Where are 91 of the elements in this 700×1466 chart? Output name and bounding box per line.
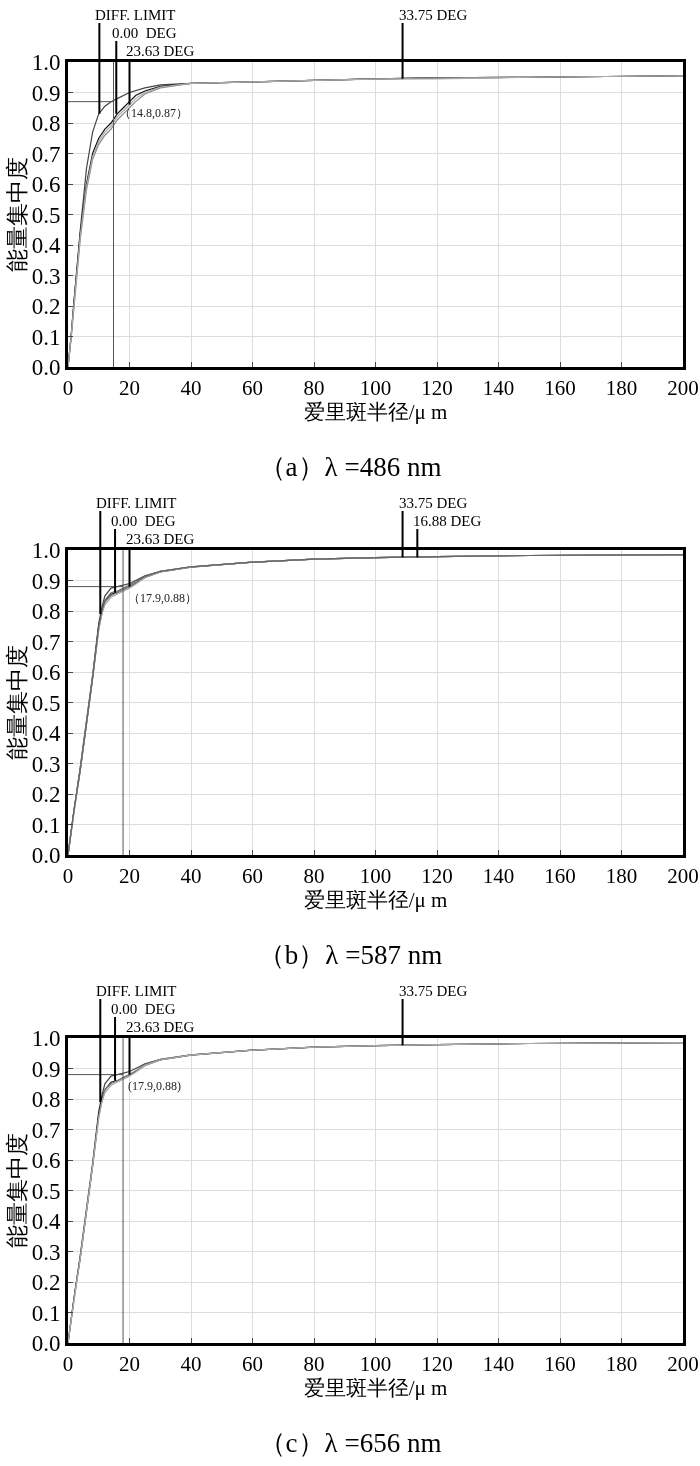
x-tick-label: 180 <box>605 864 638 889</box>
y-tick-label: 0.5 <box>31 690 61 716</box>
annotation: 16.88 DEG <box>413 513 482 529</box>
y-axis-title: 能量集中度 <box>5 1133 31 1248</box>
ref-line-label: (17.9,0.88) <box>128 1079 181 1093</box>
annotation: 0.00 DEG <box>111 1001 176 1017</box>
y-tick-label: 0.9 <box>31 80 61 106</box>
y-tick-label: 0.8 <box>31 1087 61 1113</box>
y-tick-label: 0.0 <box>31 355 61 381</box>
x-tick-label: 120 <box>421 1352 453 1377</box>
x-tick-label: 140 <box>482 376 515 401</box>
y-tick-label: 0.4 <box>31 233 61 259</box>
y-tick-label: 0.9 <box>31 1056 61 1082</box>
y-tick-label: 0.0 <box>31 843 61 869</box>
text: （c）λ =656 nm <box>258 1428 442 1458</box>
x-axis-title: 爱里斑半径/μ m <box>303 888 448 913</box>
y-axis-title: 能量集中度 <box>5 157 31 272</box>
x-tick-label: 20 <box>119 1352 140 1377</box>
y-tick-label: 0.1 <box>31 324 61 350</box>
x-tick-label: 140 <box>482 1352 515 1377</box>
x-tick-label: 0 <box>62 864 74 889</box>
y-tick-label: 0.3 <box>31 263 61 289</box>
y-tick-label: 1.0 <box>31 50 61 76</box>
x-tick-label: 200 <box>667 376 699 401</box>
y-tick-label: 0.1 <box>31 812 61 838</box>
x-tick-label: 40 <box>180 1352 202 1377</box>
y-axis-title: 能量集中度 <box>5 645 31 760</box>
annotation: 33.75 DEG <box>399 495 468 511</box>
y-tick-label: 0.8 <box>31 599 61 625</box>
x-tick-label: 200 <box>667 864 699 889</box>
annotation: 23.63 DEG <box>126 1019 195 1035</box>
x-tick-label: 160 <box>544 376 576 401</box>
x-tick-label: 40 <box>180 864 202 889</box>
y-tick-label: 0.6 <box>31 1148 61 1174</box>
x-tick-label: 200 <box>667 1352 699 1377</box>
x-tick-label: 120 <box>421 864 453 889</box>
x-tick-label: 60 <box>242 1352 263 1377</box>
annotation: 33.75 DEG <box>399 983 468 999</box>
y-tick-label: 0.0 <box>31 1331 61 1357</box>
y-tick-label: 0.2 <box>31 294 61 320</box>
x-tick-label: 100 <box>359 1352 392 1377</box>
annotation: 0.00 DEG <box>112 25 177 41</box>
y-tick-label: 0.3 <box>31 1239 61 1265</box>
x-tick-label: 80 <box>303 864 325 889</box>
y-tick-label: 0.2 <box>31 1270 61 1296</box>
annotation: 23.63 DEG <box>126 43 195 59</box>
y-tick-label: 0.5 <box>31 1178 61 1204</box>
annotation: 0.00 DEG <box>111 513 176 529</box>
x-tick-label: 60 <box>242 376 263 401</box>
y-tick-label: 0.6 <box>31 660 61 686</box>
ref-line-label: （17.9,0.88） <box>128 591 197 605</box>
y-tick-label: 0.7 <box>31 141 61 167</box>
y-tick-label: 0.7 <box>31 1117 61 1143</box>
x-tick-label: 160 <box>544 1352 576 1377</box>
y-tick-label: 0.1 <box>31 1300 61 1326</box>
x-tick-label: 40 <box>180 376 202 401</box>
y-tick-label: 1.0 <box>31 1026 61 1052</box>
annotation: DIFF. LIMIT <box>96 983 177 999</box>
y-tick-label: 0.6 <box>31 172 61 198</box>
annotation: DIFF. LIMIT <box>95 7 176 23</box>
x-tick-label: 100 <box>359 376 392 401</box>
x-tick-label: 160 <box>544 864 576 889</box>
y-tick-label: 0.8 <box>31 111 61 137</box>
x-tick-label: 20 <box>119 864 140 889</box>
annotation: 23.63 DEG <box>126 531 195 547</box>
y-tick-label: 0.2 <box>31 782 61 808</box>
x-axis-title: 爱里斑半径/μ m <box>303 1376 448 1401</box>
x-tick-label: 180 <box>605 376 638 401</box>
y-tick-label: 0.7 <box>31 629 61 655</box>
annotation: DIFF. LIMIT <box>96 495 177 511</box>
x-tick-label: 0 <box>62 1352 74 1377</box>
x-tick-label: 120 <box>421 376 453 401</box>
annotation: 33.75 DEG <box>399 7 468 23</box>
x-tick-label: 180 <box>605 1352 638 1377</box>
x-tick-label: 20 <box>119 376 140 401</box>
x-axis-title: 爱里斑半径/μ m <box>303 400 448 425</box>
y-tick-label: 0.3 <box>31 751 61 777</box>
text: （a）λ =486 nm <box>258 452 442 482</box>
x-tick-label: 0 <box>62 376 74 401</box>
ref-line-label: （14.8,0.87） <box>119 106 188 120</box>
text: （b）λ =587 nm <box>257 940 443 970</box>
x-tick-label: 60 <box>242 864 263 889</box>
x-tick-label: 80 <box>303 376 325 401</box>
x-tick-label: 100 <box>359 864 392 889</box>
y-tick-label: 0.4 <box>31 1209 61 1235</box>
x-tick-label: 140 <box>482 864 515 889</box>
y-tick-label: 0.9 <box>31 568 61 594</box>
x-tick-label: 80 <box>303 1352 325 1377</box>
y-tick-label: 0.5 <box>31 202 61 228</box>
y-tick-label: 0.4 <box>31 721 61 747</box>
y-tick-label: 1.0 <box>31 538 61 564</box>
